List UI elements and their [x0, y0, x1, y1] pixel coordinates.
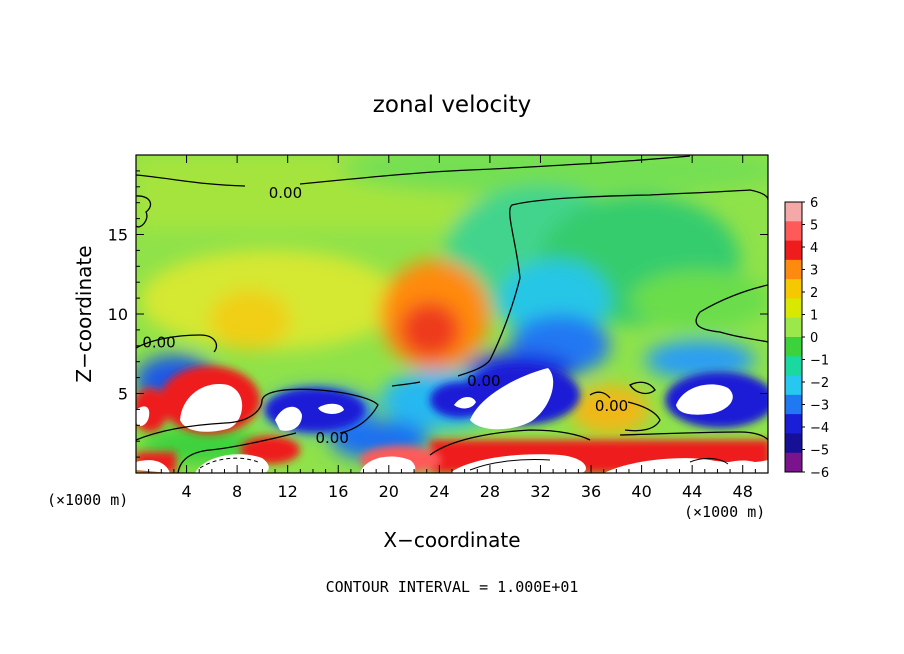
heatmap-field: [136, 155, 768, 473]
colorbar-segment: [785, 298, 802, 319]
y-axis: 5 10 15: [108, 170, 768, 458]
colorbar-label: 5: [810, 219, 818, 234]
colorbar-label: −2: [810, 376, 829, 391]
colorbar-segment: [785, 317, 802, 338]
y-tick-label: 10: [108, 305, 128, 324]
contour-interval-note: CONTOUR INTERVAL = 1.000E+01: [326, 578, 579, 596]
colorbar: 6 5 4 3 2 1 0 −1 −2 −3 −4 −5 −6: [784, 196, 829, 481]
colorbar-segment: [785, 202, 802, 222]
x-unit-left: (×1000 m): [47, 491, 128, 509]
colorbar-label: 2: [810, 286, 818, 301]
x-tick-label: 44: [682, 482, 702, 501]
colorbar-segment: [785, 221, 802, 242]
colorbar-segment: [785, 433, 802, 454]
colorbar-segment: [785, 452, 802, 473]
contour-label: 0.00: [467, 372, 500, 390]
x-tick-label: 36: [581, 482, 601, 501]
colorbar-label: −3: [810, 399, 829, 414]
colorbar-label: −6: [810, 466, 829, 481]
chart-title: zonal velocity: [373, 92, 531, 118]
colorbar-segment: [785, 394, 802, 415]
y-tick-label: 5: [118, 385, 128, 404]
colorbar-label: −5: [810, 444, 829, 459]
x-unit-right: (×1000 m): [684, 503, 765, 521]
colorbar-label: 0: [810, 331, 818, 346]
x-tick-label: 8: [232, 482, 242, 501]
colorbar-label: 1: [810, 309, 818, 324]
colorbar-segment: [785, 375, 802, 396]
x-tick-label: 40: [631, 482, 651, 501]
colorbar-label: −4: [810, 421, 829, 436]
colorbar-segment: [785, 337, 802, 357]
colorbar-label: 6: [810, 196, 818, 211]
colorbar-segment: [785, 279, 802, 299]
contour-label: 0.00: [595, 397, 628, 415]
x-tick-label: 32: [530, 482, 550, 501]
colorbar-segment: [785, 356, 802, 377]
colorbar-segment: [785, 240, 802, 261]
x-axis-label: X−coordinate: [383, 528, 520, 552]
x-tick-label: 28: [480, 482, 500, 501]
x-tick-label: 12: [278, 482, 298, 501]
contour-label: 0.00: [315, 429, 348, 447]
colorbar-segment: [785, 414, 802, 434]
x-tick-label: 24: [429, 482, 449, 501]
colorbar-label: −1: [810, 354, 829, 369]
x-tick-label: 20: [379, 482, 399, 501]
x-axis: 4 8 12 16 20 24 28 32 36 40 44 48: [148, 155, 769, 501]
contour-label: 0.00: [269, 184, 302, 202]
colorbar-label: 3: [810, 264, 818, 279]
y-axis-label: Z−coordinate: [72, 245, 96, 382]
contour-label: 0.00: [142, 334, 175, 352]
x-tick-label: 4: [181, 482, 191, 501]
x-tick-label: 48: [733, 482, 753, 501]
y-tick-label: 15: [108, 226, 128, 245]
colorbar-label: 4: [810, 241, 818, 256]
colorbar-segment: [785, 259, 802, 280]
x-tick-label: 16: [328, 482, 348, 501]
contour-labels: 0.00 0.00 0.00 0.00 0.00: [142, 184, 628, 447]
